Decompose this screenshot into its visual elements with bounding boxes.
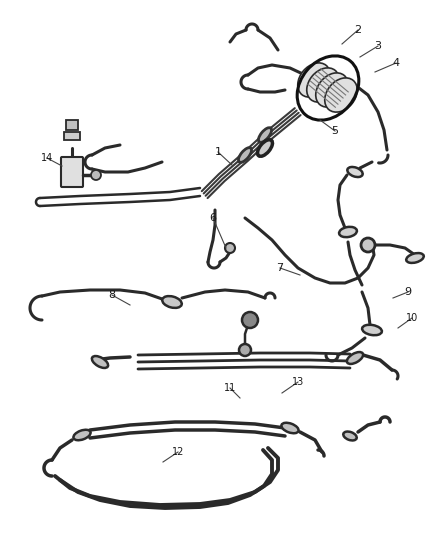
Text: 10: 10: [406, 313, 418, 323]
Ellipse shape: [362, 325, 382, 335]
Bar: [64, 132, 80, 140]
Ellipse shape: [347, 167, 363, 177]
Text: 12: 12: [172, 447, 184, 457]
Ellipse shape: [258, 127, 272, 142]
Text: 1: 1: [215, 147, 222, 157]
Text: 11: 11: [224, 383, 236, 393]
Text: 14: 14: [41, 153, 53, 163]
Circle shape: [225, 243, 235, 253]
Ellipse shape: [162, 296, 182, 308]
Ellipse shape: [74, 430, 91, 440]
Ellipse shape: [343, 432, 357, 440]
Text: 5: 5: [332, 126, 339, 136]
Ellipse shape: [92, 356, 108, 368]
Text: 8: 8: [109, 290, 116, 300]
Circle shape: [91, 170, 101, 180]
Text: 3: 3: [374, 41, 381, 51]
Ellipse shape: [238, 148, 251, 163]
Circle shape: [361, 238, 375, 252]
Ellipse shape: [307, 68, 339, 102]
Text: 2: 2: [354, 25, 361, 35]
FancyBboxPatch shape: [61, 157, 83, 187]
Ellipse shape: [258, 140, 272, 156]
Text: 9: 9: [404, 287, 412, 297]
Text: 4: 4: [392, 58, 399, 68]
Text: 13: 13: [292, 377, 304, 387]
Circle shape: [242, 312, 258, 328]
Text: 6: 6: [209, 213, 216, 223]
Bar: [66, 120, 78, 130]
Ellipse shape: [316, 73, 348, 107]
Circle shape: [239, 344, 251, 356]
Text: 7: 7: [276, 263, 283, 273]
Ellipse shape: [347, 352, 363, 364]
Ellipse shape: [325, 78, 357, 112]
Ellipse shape: [339, 227, 357, 237]
Ellipse shape: [406, 253, 424, 263]
Ellipse shape: [281, 423, 299, 433]
Ellipse shape: [298, 63, 330, 97]
